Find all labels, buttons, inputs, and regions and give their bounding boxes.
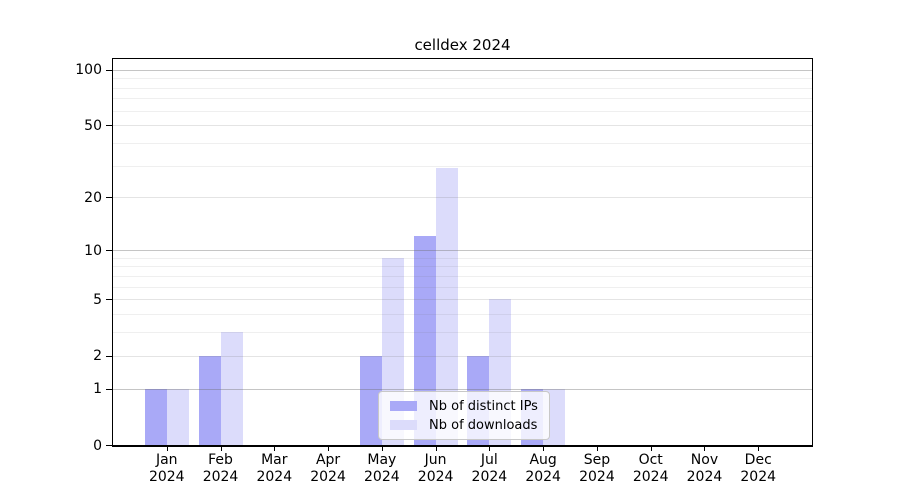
gridline bbox=[113, 299, 812, 301]
x-axis-tick bbox=[650, 447, 652, 451]
y-axis-tick-label: 0 bbox=[93, 437, 102, 454]
x-axis-tick-label: Aug 2024 bbox=[525, 452, 561, 485]
legend-item-downloads: Nb of downloads bbox=[390, 416, 538, 434]
y-axis-tick-label: 1 bbox=[93, 381, 102, 398]
x-axis-tick bbox=[274, 447, 276, 451]
gridline bbox=[113, 266, 812, 268]
legend-label-downloads: Nb of downloads bbox=[429, 417, 538, 433]
legend: Nb of distinct IPs Nb of downloads bbox=[378, 391, 550, 440]
legend-swatch-distinct-ips-icon bbox=[390, 401, 417, 411]
y-axis-tick bbox=[106, 355, 112, 357]
bar-downloads bbox=[435, 168, 458, 445]
x-axis-tick bbox=[220, 447, 222, 451]
y-axis-tick-label: 50 bbox=[84, 117, 102, 134]
gridline bbox=[113, 87, 812, 89]
x-axis-tick-label: Apr 2024 bbox=[310, 452, 346, 485]
y-axis-tick bbox=[106, 250, 112, 252]
x-axis-tick-label: May 2024 bbox=[364, 452, 400, 485]
gridline bbox=[113, 69, 812, 71]
gridline bbox=[113, 314, 812, 316]
gridline bbox=[113, 332, 812, 334]
y-axis-tick-label: 100 bbox=[75, 62, 102, 79]
x-axis-tick bbox=[166, 447, 168, 451]
gridline bbox=[113, 143, 812, 145]
gridline bbox=[113, 355, 812, 357]
gridline bbox=[113, 110, 812, 112]
x-axis-tick-label: Oct 2024 bbox=[632, 452, 669, 485]
gridline bbox=[113, 250, 812, 252]
y-axis-tick-label: 2 bbox=[93, 348, 102, 365]
bar-distinct-ips bbox=[198, 355, 221, 445]
x-axis-tick bbox=[328, 447, 330, 451]
x-axis-tick bbox=[596, 447, 598, 451]
y-axis-tick-label: 20 bbox=[84, 189, 102, 206]
x-axis-tick bbox=[543, 447, 545, 451]
bar-downloads bbox=[166, 388, 189, 445]
gridline bbox=[113, 78, 812, 80]
gridline bbox=[113, 197, 812, 199]
x-axis-tick-label: Feb 2024 bbox=[202, 452, 239, 485]
gridline bbox=[113, 98, 812, 100]
x-axis-tick bbox=[758, 447, 760, 451]
x-axis-tick bbox=[704, 447, 706, 451]
gridline bbox=[113, 125, 812, 127]
gridline bbox=[113, 388, 812, 390]
bar-distinct-ips bbox=[144, 388, 167, 445]
gridline bbox=[113, 275, 812, 277]
bar-distinct-ips bbox=[359, 355, 382, 445]
gridline bbox=[113, 257, 812, 259]
y-axis-tick bbox=[106, 125, 112, 127]
gridline bbox=[113, 286, 812, 288]
y-axis-tick bbox=[106, 388, 112, 390]
x-axis-tick bbox=[489, 447, 491, 451]
bar-downloads bbox=[220, 332, 243, 445]
x-axis-tick bbox=[435, 447, 437, 451]
y-axis-tick-label: 10 bbox=[84, 242, 102, 259]
legend-item-distinct-ips: Nb of distinct IPs bbox=[390, 397, 538, 415]
legend-label-distinct-ips: Nb of distinct IPs bbox=[429, 398, 538, 414]
x-axis-tick-label: Nov 2024 bbox=[686, 452, 723, 485]
gridline bbox=[113, 165, 812, 167]
x-axis-tick bbox=[381, 447, 383, 451]
x-axis-tick-label: Jan 2024 bbox=[148, 452, 185, 485]
x-axis-tick-label: Dec 2024 bbox=[740, 452, 777, 485]
y-axis-tick bbox=[106, 445, 112, 446]
x-axis-tick-label: Jun 2024 bbox=[417, 452, 454, 485]
y-axis-tick bbox=[106, 197, 112, 199]
y-axis-tick bbox=[106, 69, 112, 71]
y-axis-tick-label: 5 bbox=[93, 291, 102, 308]
plot-area bbox=[112, 58, 813, 447]
x-axis-tick-label: Sep 2024 bbox=[579, 452, 615, 485]
chart-title: celldex 2024 bbox=[414, 36, 511, 54]
x-axis-tick-label: Mar 2024 bbox=[256, 452, 293, 485]
legend-swatch-downloads-icon bbox=[390, 420, 417, 430]
x-axis-tick-label: Jul 2024 bbox=[471, 452, 508, 485]
y-axis-tick bbox=[106, 299, 112, 301]
